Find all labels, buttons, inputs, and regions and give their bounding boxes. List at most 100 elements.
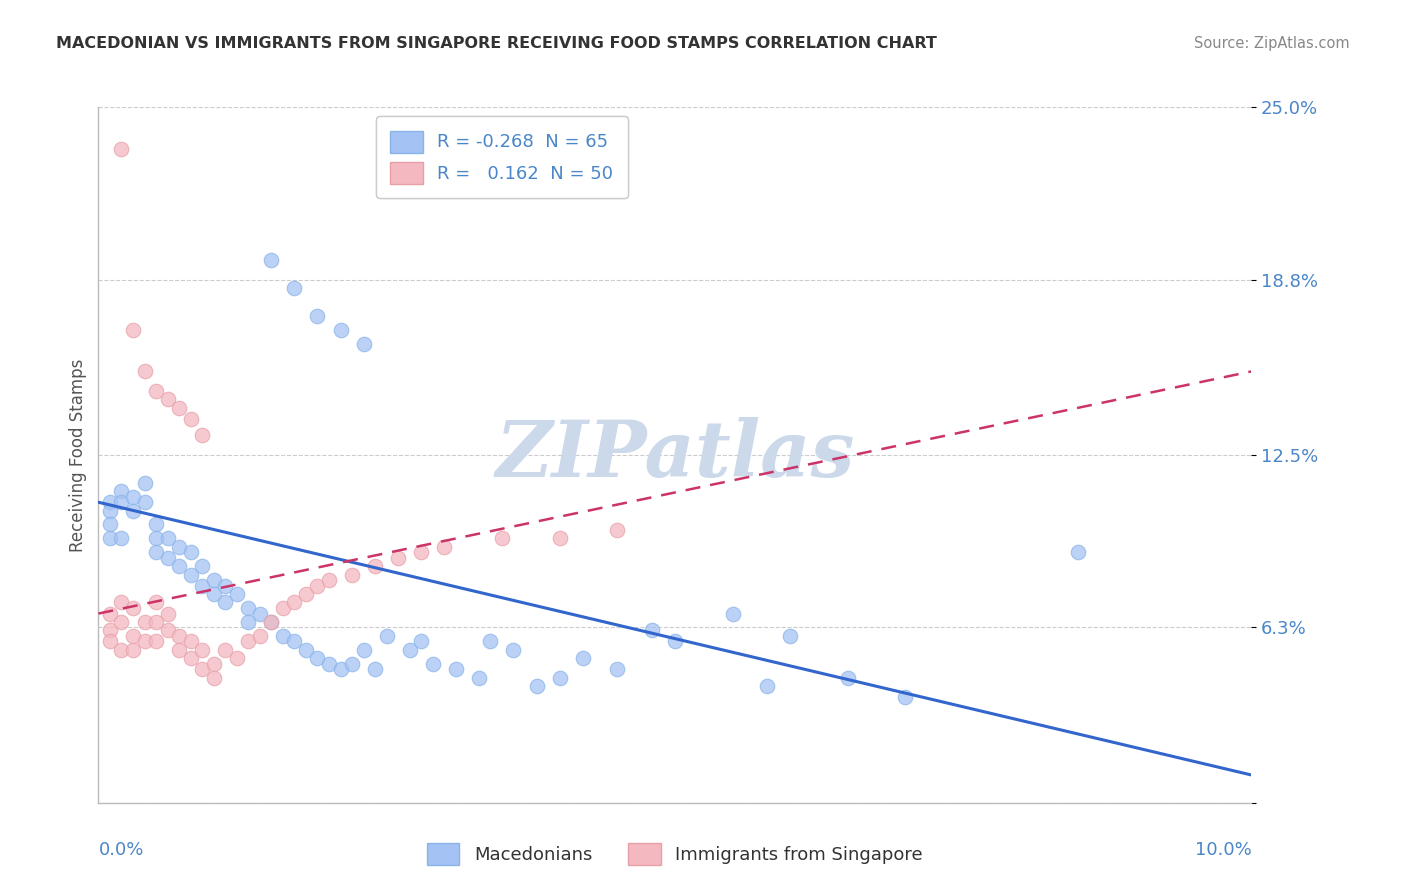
Point	[214, 595, 236, 609]
Point	[180, 411, 202, 425]
Point	[110, 532, 132, 546]
Point	[134, 615, 156, 629]
Point	[249, 629, 271, 643]
Point	[260, 253, 283, 268]
Point	[110, 495, 132, 509]
Point	[1067, 545, 1090, 559]
Point	[110, 484, 132, 499]
Point	[167, 540, 190, 554]
Point	[134, 364, 156, 378]
Point	[122, 490, 145, 504]
Point	[122, 629, 145, 643]
Point	[134, 475, 156, 490]
Point	[468, 671, 491, 685]
Point	[398, 642, 420, 657]
Point	[98, 624, 121, 638]
Point	[98, 532, 121, 546]
Point	[110, 142, 132, 156]
Legend: Macedonians, Immigrants from Singapore: Macedonians, Immigrants from Singapore	[418, 834, 932, 874]
Point	[145, 545, 167, 559]
Point	[238, 634, 260, 648]
Point	[145, 595, 167, 609]
Text: 0.0%: 0.0%	[98, 841, 143, 859]
Point	[214, 579, 236, 593]
Point	[606, 662, 628, 676]
Point	[479, 634, 502, 648]
Point	[180, 651, 202, 665]
Point	[202, 573, 225, 587]
Point	[145, 634, 167, 648]
Point	[411, 634, 433, 648]
Point	[375, 629, 398, 643]
Point	[295, 587, 318, 601]
Point	[756, 679, 779, 693]
Point	[98, 634, 121, 648]
Point	[548, 532, 571, 546]
Point	[122, 601, 145, 615]
Point	[225, 651, 247, 665]
Point	[283, 634, 305, 648]
Point	[295, 642, 318, 657]
Point	[664, 634, 686, 648]
Point	[491, 532, 513, 546]
Point	[145, 384, 167, 398]
Point	[167, 559, 190, 574]
Point	[571, 651, 593, 665]
Point	[249, 607, 271, 621]
Point	[156, 532, 179, 546]
Point	[214, 642, 236, 657]
Point	[606, 523, 628, 537]
Point	[156, 392, 179, 407]
Point	[110, 615, 132, 629]
Point	[318, 657, 340, 671]
Point	[894, 690, 917, 704]
Point	[260, 615, 283, 629]
Point	[122, 323, 145, 337]
Point	[837, 671, 859, 685]
Point	[329, 662, 352, 676]
Point	[191, 662, 214, 676]
Point	[202, 587, 225, 601]
Point	[180, 634, 202, 648]
Point	[167, 629, 190, 643]
Point	[145, 532, 167, 546]
Point	[225, 587, 247, 601]
Point	[238, 615, 260, 629]
Point	[271, 601, 294, 615]
Point	[353, 336, 375, 351]
Point	[191, 428, 214, 442]
Point	[353, 642, 375, 657]
Point	[180, 567, 202, 582]
Point	[502, 642, 524, 657]
Point	[134, 634, 156, 648]
Point	[329, 323, 352, 337]
Point	[433, 540, 456, 554]
Point	[340, 567, 363, 582]
Point	[283, 595, 305, 609]
Point	[444, 662, 467, 676]
Point	[283, 281, 305, 295]
Point	[411, 545, 433, 559]
Point	[548, 671, 571, 685]
Point	[98, 607, 121, 621]
Point	[156, 624, 179, 638]
Point	[238, 601, 260, 615]
Point	[641, 624, 664, 638]
Point	[387, 550, 409, 565]
Point	[191, 559, 214, 574]
Point	[98, 503, 121, 517]
Legend: R = -0.268  N = 65, R =   0.162  N = 50: R = -0.268 N = 65, R = 0.162 N = 50	[375, 116, 628, 198]
Point	[340, 657, 363, 671]
Point	[134, 495, 156, 509]
Point	[98, 495, 121, 509]
Point	[260, 615, 283, 629]
Point	[167, 401, 190, 415]
Text: ZIPatlas: ZIPatlas	[495, 417, 855, 493]
Point	[98, 517, 121, 532]
Point	[180, 545, 202, 559]
Point	[721, 607, 744, 621]
Point	[271, 629, 294, 643]
Text: MACEDONIAN VS IMMIGRANTS FROM SINGAPORE RECEIVING FOOD STAMPS CORRELATION CHART: MACEDONIAN VS IMMIGRANTS FROM SINGAPORE …	[56, 36, 938, 51]
Point	[110, 642, 132, 657]
Point	[318, 573, 340, 587]
